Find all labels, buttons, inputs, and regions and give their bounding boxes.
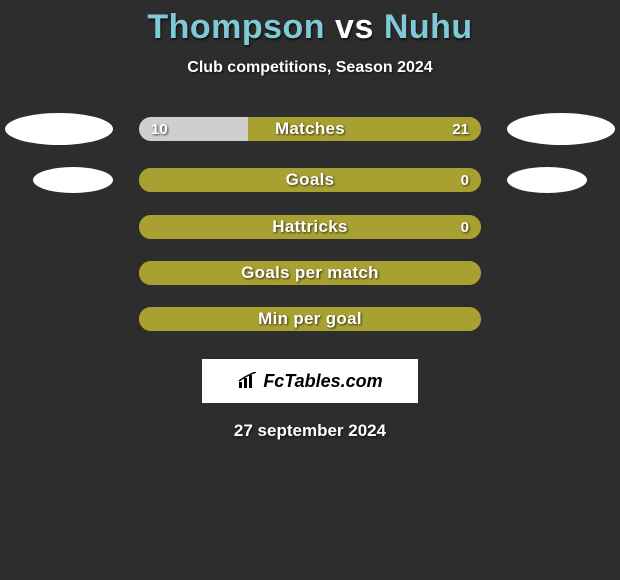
comparison-infographic: Thompson vs Nuhu Club competitions, Seas… [0,0,620,441]
stat-bar: Min per goal [139,307,481,331]
stat-bar: 0Goals [139,168,481,192]
stat-row: 0Hattricks [5,215,615,239]
title: Thompson vs Nuhu [147,8,472,47]
stat-label: Goals per match [139,261,481,285]
stat-label: Goals [139,168,481,192]
bars-container: 1021Matches 0Goals 0Hattricks Goals per mat… [5,113,615,353]
vs-text: vs [335,8,374,46]
stat-bar: Goals per match [139,261,481,285]
right-ellipse [507,167,587,193]
stat-label: Hattricks [139,215,481,239]
stat-row: 0Goals [5,167,615,193]
player2-name: Nuhu [384,8,473,46]
stat-bar: 0Hattricks [139,215,481,239]
date: 27 september 2024 [234,421,386,441]
left-ellipse [33,167,113,193]
logo-chart-icon [237,372,259,390]
subtitle: Club competitions, Season 2024 [187,59,432,77]
logo-box: FcTables.com [202,359,418,403]
logo: FcTables.com [237,371,382,392]
stat-label: Matches [139,117,481,141]
stat-bar: 1021Matches [139,117,481,141]
stat-label: Min per goal [139,307,481,331]
stat-row: Min per goal [5,307,615,331]
left-ellipse [5,113,113,145]
stat-row: 1021Matches [5,113,615,145]
right-ellipse [507,113,615,145]
player1-name: Thompson [147,8,325,46]
logo-text: FcTables.com [263,371,382,392]
stat-row: Goals per match [5,261,615,285]
